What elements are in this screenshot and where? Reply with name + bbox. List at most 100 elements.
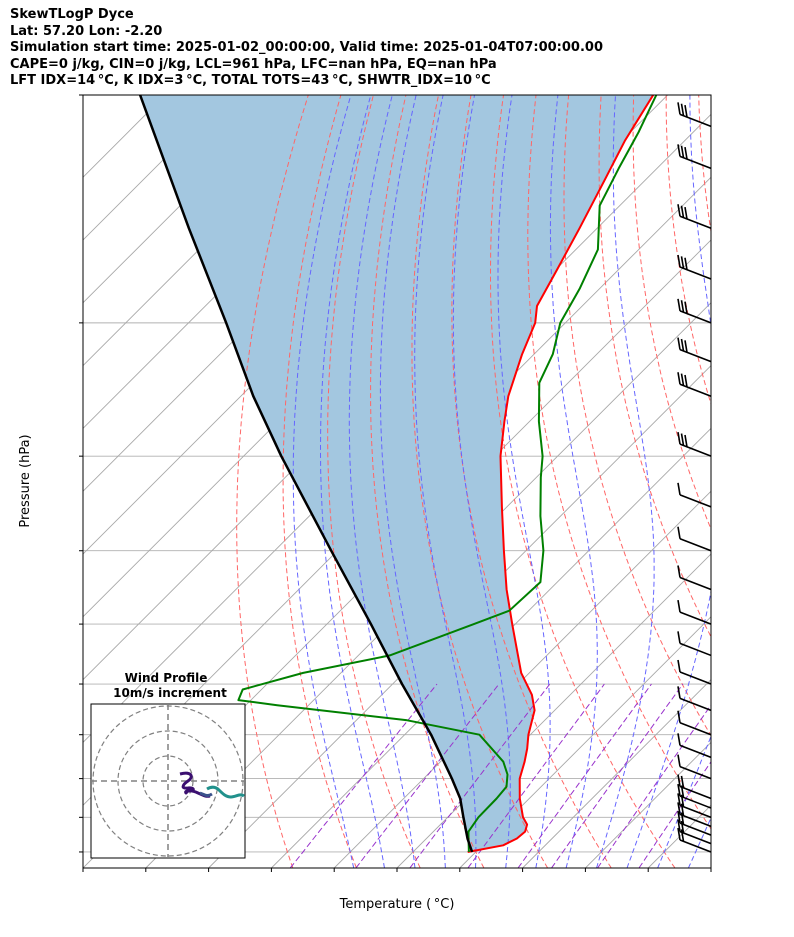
wind-barb-flag <box>677 372 681 385</box>
wind-barbs <box>677 102 711 853</box>
cape-shading <box>140 95 654 852</box>
wind-barb-flag <box>680 103 685 116</box>
wind-barb-flag <box>680 205 685 218</box>
mixing-ratio-lines <box>289 683 711 868</box>
wind-barb-staff <box>679 155 711 170</box>
x-axis-label: Temperature ( °C) <box>339 897 455 912</box>
wind-barb-flag <box>677 783 681 797</box>
wind-barb-flag <box>677 337 681 350</box>
wind-barb-staff <box>679 113 711 128</box>
wind-barb-staff <box>679 671 711 685</box>
wind-barb-flag <box>680 373 685 386</box>
moist-adiabat-line <box>497 95 551 868</box>
wind-barb-flag <box>677 819 681 832</box>
wind-barb-flag <box>684 257 688 270</box>
wind-barb-staff <box>679 443 711 457</box>
dry-adiabat-line <box>698 95 711 235</box>
wind-barb-staff <box>679 537 711 552</box>
isotherm-line <box>145 302 711 868</box>
wind-barb-flag <box>677 102 681 115</box>
cape-cin-area <box>140 95 654 852</box>
wind-barb-flag <box>684 301 688 314</box>
wind-barb-staff <box>679 765 711 780</box>
chart-title: SkewTLogP Dyce <box>10 7 134 22</box>
dry-adiabat-line <box>632 95 711 531</box>
wind-barb-staff <box>679 839 711 853</box>
wind-barb-flag <box>680 256 685 269</box>
wind-barb-flag <box>684 206 688 220</box>
dry-adiabat-line <box>282 95 357 868</box>
moist-adiabat-line <box>348 95 416 868</box>
wind-barb-flag <box>677 774 681 787</box>
wind-barb-flag <box>677 565 681 578</box>
moist-adiabat-line <box>719 95 794 868</box>
parcel-profile-line <box>138 95 474 853</box>
moist-adiabat-line <box>657 734 711 868</box>
y-axis-label: Pressure (hPa) <box>18 434 33 527</box>
skewt-plot-content <box>83 95 794 868</box>
x-axis-ticks <box>82 868 712 872</box>
wind-barb-flag <box>680 145 685 158</box>
wind-barb-staff <box>679 830 711 845</box>
wind-barb-flag <box>677 733 681 746</box>
mixing-ratio-line <box>597 704 711 868</box>
wind-barb-flag <box>677 793 681 806</box>
wind-barb-staff <box>679 697 711 712</box>
moist-adiabat-line <box>320 95 385 868</box>
moist-adiabat-line <box>414 95 477 868</box>
wind-barb-staff <box>679 576 711 591</box>
wind-barb-flag <box>677 432 681 445</box>
wind-profile-trace-lower <box>206 785 245 799</box>
wind-barb-flag <box>680 775 685 789</box>
wind-profile-subtitle: 10m/s increment <box>113 686 227 700</box>
isotherm-line <box>459 616 711 868</box>
moist-adiabat-line <box>626 95 711 868</box>
isotherm-line <box>647 804 711 868</box>
wind-barb-staff <box>679 348 711 363</box>
wind-profile-ring <box>117 730 219 832</box>
simulation-times: Simulation start time: 2025-01-02_00:00:… <box>10 40 603 55</box>
wind-barb-staff <box>679 785 711 800</box>
wind-barb-flag <box>677 298 681 311</box>
mixing-ratio-line <box>355 683 500 868</box>
wind-barb-flag <box>677 659 681 673</box>
wind-barb-staff <box>679 310 711 324</box>
mixing-ratio-line <box>517 683 652 868</box>
mixing-ratio-line <box>551 683 684 868</box>
isotherm-line <box>585 741 711 868</box>
mixing-ratio-line <box>467 683 605 868</box>
sounding-profiles <box>138 95 658 853</box>
wind-barb-flag <box>684 147 688 160</box>
wind-barb-flag <box>677 599 681 613</box>
wind-barb-staff <box>679 795 711 809</box>
isotherm-line <box>83 95 292 304</box>
dry-adiabat-line <box>764 95 794 868</box>
dry-adiabat-line <box>490 95 676 868</box>
moist-adiabats <box>292 95 794 868</box>
stability-parameters: CAPE=0 j/kg, CIN=0 j/kg, LCL=961 hPa, LF… <box>10 56 497 72</box>
dry-adiabat-line <box>731 95 794 868</box>
wind-barb-staff <box>679 744 711 759</box>
wind-barb-flag <box>677 482 681 495</box>
wind-profile-trace-mid <box>199 791 213 798</box>
wind-barb-flag <box>677 754 681 767</box>
wind-barb-flag <box>680 433 685 446</box>
temperature-profile-line <box>467 95 655 853</box>
moist-adiabat-line <box>687 816 711 868</box>
moist-adiabat-line <box>596 95 655 868</box>
isotherm-line <box>208 364 711 868</box>
moist-adiabat-line <box>452 95 511 868</box>
mixing-ratio-line <box>289 683 438 868</box>
wind-barb-flag <box>677 686 681 699</box>
wind-profile-title: Wind Profile <box>125 671 208 685</box>
y-axis-ticks <box>79 94 83 853</box>
wind-barb-staff <box>679 611 711 625</box>
mixing-ratio-line <box>638 760 711 868</box>
wind-barb-flag <box>677 631 681 644</box>
dry-adiabat-line <box>563 95 711 737</box>
wind-barb-staff <box>679 804 711 819</box>
wind-barb-flag <box>677 802 681 815</box>
wind-barb-flag <box>677 144 681 157</box>
wind-barb-flag <box>684 374 688 388</box>
